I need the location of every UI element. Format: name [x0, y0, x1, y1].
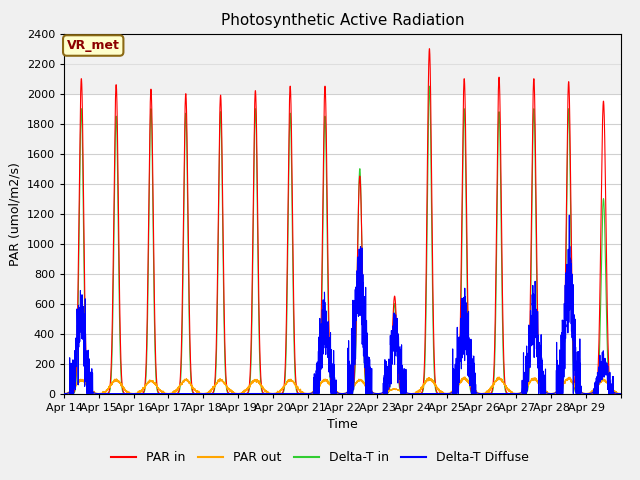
- Title: Photosynthetic Active Radiation: Photosynthetic Active Radiation: [221, 13, 464, 28]
- Text: VR_met: VR_met: [67, 39, 120, 52]
- Legend: PAR in, PAR out, Delta-T in, Delta-T Diffuse: PAR in, PAR out, Delta-T in, Delta-T Dif…: [106, 446, 534, 469]
- X-axis label: Time: Time: [327, 418, 358, 431]
- Bar: [64, 34, 621, 94]
- Y-axis label: PAR (umol/m2/s): PAR (umol/m2/s): [8, 162, 21, 265]
